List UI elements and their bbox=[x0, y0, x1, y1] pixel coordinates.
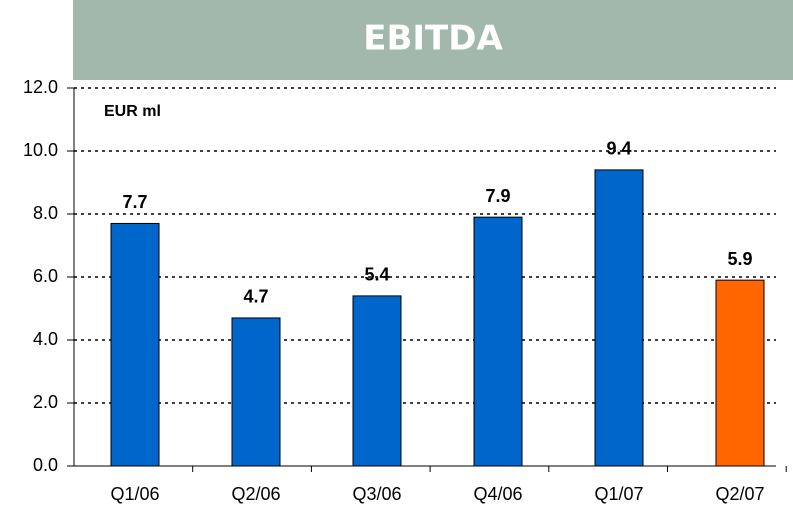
x-tick-label: Q2/07 bbox=[715, 484, 764, 504]
unit-label: EUR ml bbox=[104, 103, 161, 120]
value-label: 5.4 bbox=[364, 265, 389, 285]
value-label: 4.7 bbox=[243, 287, 268, 307]
y-tick-label: 8.0 bbox=[33, 203, 58, 223]
value-label: 7.7 bbox=[122, 192, 147, 212]
y-tick-label: 10.0 bbox=[23, 140, 58, 160]
value-label: 7.9 bbox=[485, 186, 510, 206]
x-tick-label: Q4/06 bbox=[473, 484, 522, 504]
y-tick-label: 4.0 bbox=[33, 329, 58, 349]
x-tick-label: Q2/06 bbox=[231, 484, 280, 504]
y-tick-label: 12.0 bbox=[23, 77, 58, 97]
bar bbox=[715, 279, 765, 467]
bar bbox=[352, 295, 402, 467]
title-bar bbox=[73, 0, 793, 80]
x-tick-label: Q1/07 bbox=[594, 484, 643, 504]
y-tick-label: 0.0 bbox=[33, 455, 58, 475]
y-tick-label: 2.0 bbox=[33, 392, 58, 412]
y-tick-label: 6.0 bbox=[33, 266, 58, 286]
value-label: 9.4 bbox=[606, 139, 631, 159]
bar bbox=[110, 222, 160, 467]
bar bbox=[473, 216, 523, 467]
value-label: 5.9 bbox=[727, 249, 752, 269]
x-tick-label: Q1/06 bbox=[110, 484, 159, 504]
bar bbox=[594, 169, 644, 467]
bar bbox=[231, 317, 281, 467]
chart-title: EBITDA bbox=[363, 19, 503, 59]
x-tick-label: Q3/06 bbox=[352, 484, 401, 504]
